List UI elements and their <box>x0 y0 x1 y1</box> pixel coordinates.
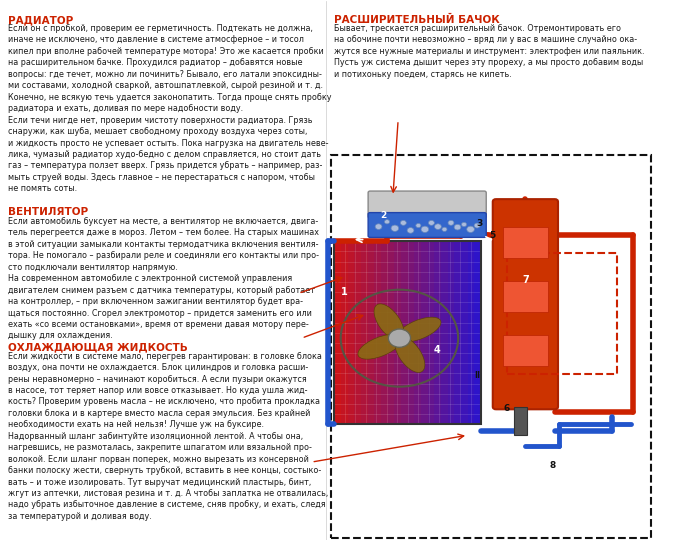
Text: 6: 6 <box>504 404 510 413</box>
Circle shape <box>435 224 441 230</box>
Bar <box>401 241 408 424</box>
Bar <box>421 241 428 424</box>
Bar <box>514 407 526 435</box>
Text: Если он с пробкой, проверим ее герметичность. Подтекать не должна,
иначе не искл: Если он с пробкой, проверим ее герметичн… <box>8 24 331 193</box>
Circle shape <box>461 222 467 227</box>
Bar <box>334 241 481 424</box>
Text: РАДИАТОР: РАДИАТОР <box>8 15 74 25</box>
Circle shape <box>428 221 435 225</box>
Text: II: II <box>474 371 480 380</box>
Bar <box>447 241 455 424</box>
FancyBboxPatch shape <box>368 191 486 218</box>
Circle shape <box>416 223 421 228</box>
Bar <box>428 241 435 424</box>
Bar <box>381 241 388 424</box>
Circle shape <box>442 227 447 231</box>
Ellipse shape <box>358 334 402 359</box>
Bar <box>454 241 461 424</box>
FancyBboxPatch shape <box>368 213 486 237</box>
Bar <box>503 281 548 312</box>
Bar <box>503 335 548 366</box>
Circle shape <box>474 223 480 228</box>
Bar <box>414 241 421 424</box>
Circle shape <box>384 220 390 224</box>
Bar <box>334 241 342 424</box>
Bar <box>347 241 355 424</box>
Bar <box>341 241 348 424</box>
Bar <box>468 241 475 424</box>
Bar <box>503 227 548 258</box>
Ellipse shape <box>395 336 425 372</box>
Bar <box>388 241 395 424</box>
Bar <box>394 241 402 424</box>
Text: ОХЛАЖДАЮЩАЯ ЖИДКОСТЬ: ОХЛАЖДАЮЩАЯ ЖИДКОСТЬ <box>8 342 188 352</box>
Circle shape <box>400 221 406 225</box>
Text: Если автомобиль буксует на месте, а вентилятор не включается, двига-
тель перегр: Если автомобиль буксует на месте, а вент… <box>8 217 319 340</box>
Circle shape <box>448 221 454 225</box>
Circle shape <box>454 225 461 230</box>
Text: 5: 5 <box>489 231 496 240</box>
Circle shape <box>391 225 399 231</box>
Text: РАСШИРИТЕЛЬНЫЙ БАЧОК: РАСШИРИТЕЛЬНЫЙ БАЧОК <box>334 15 500 25</box>
Bar <box>331 155 651 538</box>
Bar <box>507 253 617 374</box>
Bar <box>475 241 482 424</box>
Bar <box>354 241 361 424</box>
Text: 7: 7 <box>522 274 528 284</box>
FancyBboxPatch shape <box>493 199 558 409</box>
Ellipse shape <box>397 317 441 342</box>
Text: ВЕНТИЛЯТОР: ВЕНТИЛЯТОР <box>8 207 88 217</box>
Bar <box>368 241 375 424</box>
Circle shape <box>389 329 410 347</box>
Text: 1: 1 <box>341 287 347 297</box>
Bar <box>374 241 382 424</box>
Bar <box>461 241 468 424</box>
Text: Бывает, трескается расширительный бачок. Отремонтировать его
на обочине почти не: Бывает, трескается расширительный бачок.… <box>334 24 645 79</box>
Text: 8: 8 <box>550 461 556 470</box>
Bar <box>441 241 448 424</box>
Text: 2: 2 <box>380 211 386 220</box>
Ellipse shape <box>374 304 404 340</box>
Text: 3: 3 <box>477 220 483 228</box>
Circle shape <box>467 226 475 232</box>
Bar <box>434 241 442 424</box>
Circle shape <box>407 227 414 233</box>
Bar <box>407 241 415 424</box>
Circle shape <box>421 226 428 232</box>
Text: Если жидкости в системе мало, перегрев гарантирован: в головке блока
воздух, она: Если жидкости в системе мало, перегрев г… <box>8 352 328 521</box>
Text: 4: 4 <box>433 345 440 355</box>
Circle shape <box>375 224 382 230</box>
Bar <box>361 241 368 424</box>
